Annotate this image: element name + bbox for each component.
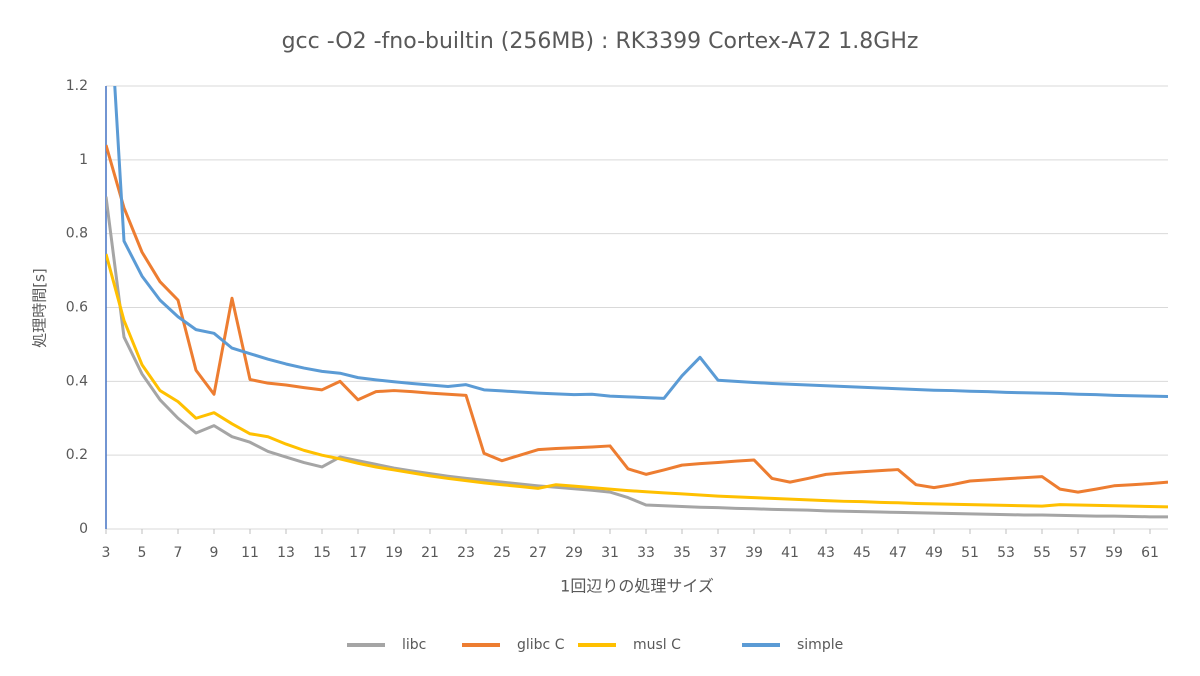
x-tick-label: 29	[565, 545, 583, 561]
plot-area	[106, 86, 1168, 519]
x-tick-label: 35	[673, 545, 691, 561]
x-tick-label: 39	[745, 545, 763, 561]
y-axis-label: 処理時間[s]	[31, 268, 49, 348]
x-tick-label: 59	[1105, 545, 1123, 561]
legend: libc glibc C musl C simple	[347, 637, 843, 653]
series-line	[113, 86, 1168, 400]
x-tick-label: 19	[385, 545, 403, 561]
x-tick-label: 21	[421, 545, 439, 561]
y-tick-label: 1	[79, 152, 88, 168]
y-tick-label: 0.8	[66, 226, 88, 242]
x-tick-label: 57	[1069, 545, 1087, 561]
x-tick-label: 47	[889, 545, 907, 561]
x-tick-label: 7	[174, 545, 183, 561]
legend-label: glibc C	[517, 637, 565, 653]
x-tick-label: 55	[1033, 545, 1051, 561]
x-tick-label: 31	[601, 545, 619, 561]
x-tick-label: 11	[241, 545, 259, 561]
x-tick-label: 23	[457, 545, 475, 561]
legend-label: libc	[402, 637, 426, 653]
x-tick-label: 27	[529, 545, 547, 561]
x-axis-label: 1回辺りの処理サイズ	[560, 577, 714, 596]
chart-title: gcc -O2 -fno-builtin (256MB) : RK3399 Co…	[282, 29, 919, 54]
x-tick-label: 45	[853, 545, 871, 561]
y-tick-label: 0.4	[66, 373, 88, 389]
grid: 00.20.40.60.811.23 5 7 9 11 13 15 17 19 21 23 25 27 2…	[66, 78, 1168, 561]
y-tick-label: 0	[79, 521, 88, 537]
x-tick-label: 25	[493, 545, 511, 561]
x-tick-label: 61	[1141, 545, 1159, 561]
x-tick-label: 51	[961, 545, 979, 561]
y-tick-label: 0.2	[66, 447, 88, 463]
x-tick-label: 41	[781, 545, 799, 561]
x-tick-label: 5	[138, 545, 147, 561]
x-tick-label: 37	[709, 545, 727, 561]
series-line	[106, 253, 1168, 509]
y-tick-label: 0.6	[66, 300, 88, 316]
legend-label: musl C	[633, 637, 681, 653]
x-tick-label: 49	[925, 545, 943, 561]
series-line	[106, 144, 1168, 494]
x-tick-label: 9	[210, 545, 219, 561]
x-tick-label: 53	[997, 545, 1015, 561]
series-line	[106, 196, 1168, 519]
x-tick-label: 15	[313, 545, 331, 561]
y-tick-label: 1.2	[66, 78, 88, 94]
x-tick-label: 43	[817, 545, 835, 561]
x-tick-label: 3	[102, 545, 111, 561]
legend-label: simple	[797, 637, 843, 653]
x-tick-label: 17	[349, 545, 367, 561]
x-tick-label: 13	[277, 545, 295, 561]
x-tick-label: 33	[637, 545, 655, 561]
